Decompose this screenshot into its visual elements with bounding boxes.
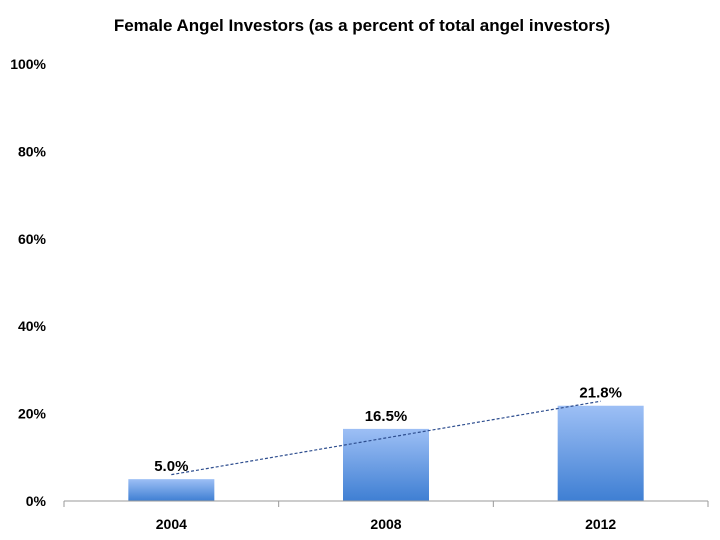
bar xyxy=(557,405,644,501)
y-tick-label: 60% xyxy=(18,231,47,247)
y-tick-label: 40% xyxy=(18,318,47,334)
bar xyxy=(128,479,215,501)
chart-title: Female Angel Investors (as a percent of … xyxy=(114,16,610,35)
y-tick-label: 20% xyxy=(18,406,47,422)
y-tick-label: 0% xyxy=(26,493,47,509)
bars xyxy=(128,405,644,501)
x-tick-label: 2012 xyxy=(585,516,616,532)
x-tick-label: 2004 xyxy=(156,516,187,532)
x-tick-label: 2008 xyxy=(370,516,401,532)
y-axis: 0% 20% 40% 60% 80% 100% xyxy=(10,56,46,509)
data-label: 21.8% xyxy=(579,385,622,402)
data-labels: 5.0% 16.5% 21.8% xyxy=(154,385,622,475)
data-label: 16.5% xyxy=(365,408,408,425)
data-label: 5.0% xyxy=(154,458,188,475)
y-tick-label: 80% xyxy=(18,143,47,159)
y-tick-label: 100% xyxy=(10,56,46,72)
trendline-group xyxy=(171,400,601,476)
bar xyxy=(343,428,429,501)
trendline xyxy=(171,400,601,476)
x-axis: 2004 2008 2012 xyxy=(63,500,709,532)
